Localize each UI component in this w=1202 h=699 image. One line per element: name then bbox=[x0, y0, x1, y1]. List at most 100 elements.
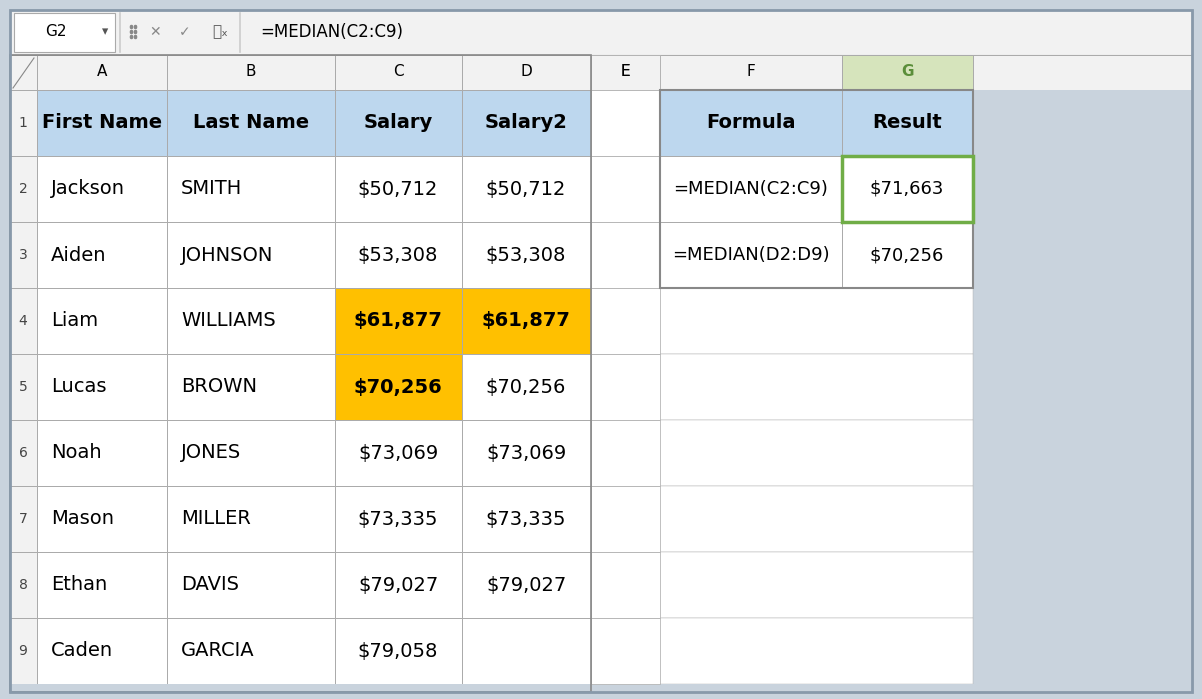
Text: DAVIS: DAVIS bbox=[182, 575, 239, 595]
Bar bbox=[167, 354, 335, 420]
Bar bbox=[335, 486, 462, 552]
Text: Noah: Noah bbox=[50, 443, 102, 463]
Bar bbox=[167, 420, 335, 486]
Bar bbox=[37, 288, 167, 354]
Bar bbox=[335, 156, 462, 222]
Bar bbox=[10, 552, 37, 618]
Bar bbox=[841, 420, 972, 486]
Text: B: B bbox=[245, 64, 256, 80]
Bar bbox=[462, 552, 591, 618]
Bar bbox=[972, 486, 1192, 552]
Bar bbox=[660, 354, 841, 420]
Bar bbox=[591, 90, 660, 156]
Bar bbox=[972, 420, 1192, 486]
Bar bbox=[10, 90, 37, 156]
Bar bbox=[10, 684, 1192, 692]
Bar bbox=[10, 55, 591, 692]
Bar bbox=[167, 288, 335, 354]
Text: $50,712: $50,712 bbox=[358, 180, 439, 199]
Bar bbox=[972, 288, 1192, 354]
Text: ▾: ▾ bbox=[102, 25, 108, 38]
Text: Caden: Caden bbox=[50, 642, 113, 661]
Bar bbox=[167, 618, 335, 684]
Text: E: E bbox=[620, 64, 630, 80]
Bar bbox=[591, 288, 660, 354]
Bar bbox=[972, 90, 1192, 156]
Bar bbox=[37, 486, 167, 552]
Bar bbox=[660, 288, 972, 354]
Bar bbox=[660, 222, 841, 288]
Text: $53,308: $53,308 bbox=[486, 245, 566, 264]
Text: ✓: ✓ bbox=[179, 25, 191, 39]
Text: Ethan: Ethan bbox=[50, 575, 107, 595]
Bar bbox=[841, 486, 972, 552]
Text: 5: 5 bbox=[18, 380, 28, 394]
Text: C: C bbox=[393, 64, 404, 80]
Bar bbox=[37, 552, 167, 618]
Text: E: E bbox=[620, 64, 630, 80]
Bar bbox=[10, 354, 37, 420]
Text: =MEDIAN(C2:C9): =MEDIAN(C2:C9) bbox=[673, 180, 828, 198]
Text: $61,877: $61,877 bbox=[482, 312, 571, 331]
Text: JOHNSON: JOHNSON bbox=[182, 245, 273, 264]
Bar bbox=[10, 222, 37, 288]
Bar bbox=[841, 618, 972, 684]
Text: $79,058: $79,058 bbox=[358, 642, 439, 661]
Text: Jackson: Jackson bbox=[50, 180, 125, 199]
Bar bbox=[972, 354, 1192, 420]
Bar bbox=[591, 354, 660, 420]
Text: Mason: Mason bbox=[50, 510, 114, 528]
Bar bbox=[660, 618, 841, 684]
Bar bbox=[660, 90, 841, 156]
Text: Liam: Liam bbox=[50, 312, 99, 331]
Text: 4: 4 bbox=[18, 314, 28, 328]
Text: $73,069: $73,069 bbox=[358, 443, 438, 463]
Bar bbox=[335, 354, 462, 420]
Text: =MEDIAN(D2:D9): =MEDIAN(D2:D9) bbox=[672, 246, 829, 264]
Bar bbox=[37, 222, 167, 288]
Bar bbox=[591, 618, 660, 684]
Bar bbox=[10, 55, 37, 90]
Bar bbox=[660, 618, 972, 684]
Bar bbox=[591, 288, 660, 354]
Text: $79,027: $79,027 bbox=[358, 575, 438, 595]
Bar bbox=[841, 552, 972, 618]
Bar bbox=[462, 486, 591, 552]
Bar bbox=[841, 156, 972, 222]
Text: $61,877: $61,877 bbox=[353, 312, 442, 331]
Bar bbox=[37, 55, 167, 90]
Text: ✕: ✕ bbox=[149, 25, 161, 39]
Bar bbox=[841, 156, 972, 222]
Text: 𝑓ₓ: 𝑓ₓ bbox=[212, 24, 228, 40]
Text: $71,663: $71,663 bbox=[870, 180, 945, 198]
Text: F: F bbox=[746, 64, 755, 80]
Bar bbox=[591, 222, 660, 288]
Bar bbox=[462, 156, 591, 222]
Bar bbox=[841, 55, 972, 90]
Text: =MEDIAN(C2:C9): =MEDIAN(C2:C9) bbox=[260, 23, 403, 41]
Text: $70,256: $70,256 bbox=[870, 246, 945, 264]
Bar bbox=[591, 354, 660, 420]
Text: Salary2: Salary2 bbox=[484, 113, 567, 133]
Bar bbox=[660, 486, 972, 552]
Text: $50,712: $50,712 bbox=[486, 180, 566, 199]
Bar bbox=[335, 420, 462, 486]
Bar bbox=[10, 618, 37, 684]
Bar bbox=[591, 90, 660, 156]
Text: $73,335: $73,335 bbox=[486, 510, 566, 528]
Bar bbox=[37, 354, 167, 420]
Bar bbox=[660, 552, 841, 618]
Bar bbox=[167, 222, 335, 288]
Text: $70,256: $70,256 bbox=[353, 377, 442, 396]
Bar bbox=[841, 288, 972, 354]
Text: BROWN: BROWN bbox=[182, 377, 257, 396]
Bar bbox=[462, 354, 591, 420]
Bar bbox=[335, 288, 462, 354]
Bar bbox=[462, 288, 591, 354]
Text: Result: Result bbox=[873, 113, 942, 133]
Bar bbox=[10, 420, 37, 486]
Bar bbox=[660, 420, 841, 486]
Bar bbox=[591, 55, 660, 90]
Text: Lucas: Lucas bbox=[50, 377, 107, 396]
Text: Salary: Salary bbox=[363, 113, 433, 133]
